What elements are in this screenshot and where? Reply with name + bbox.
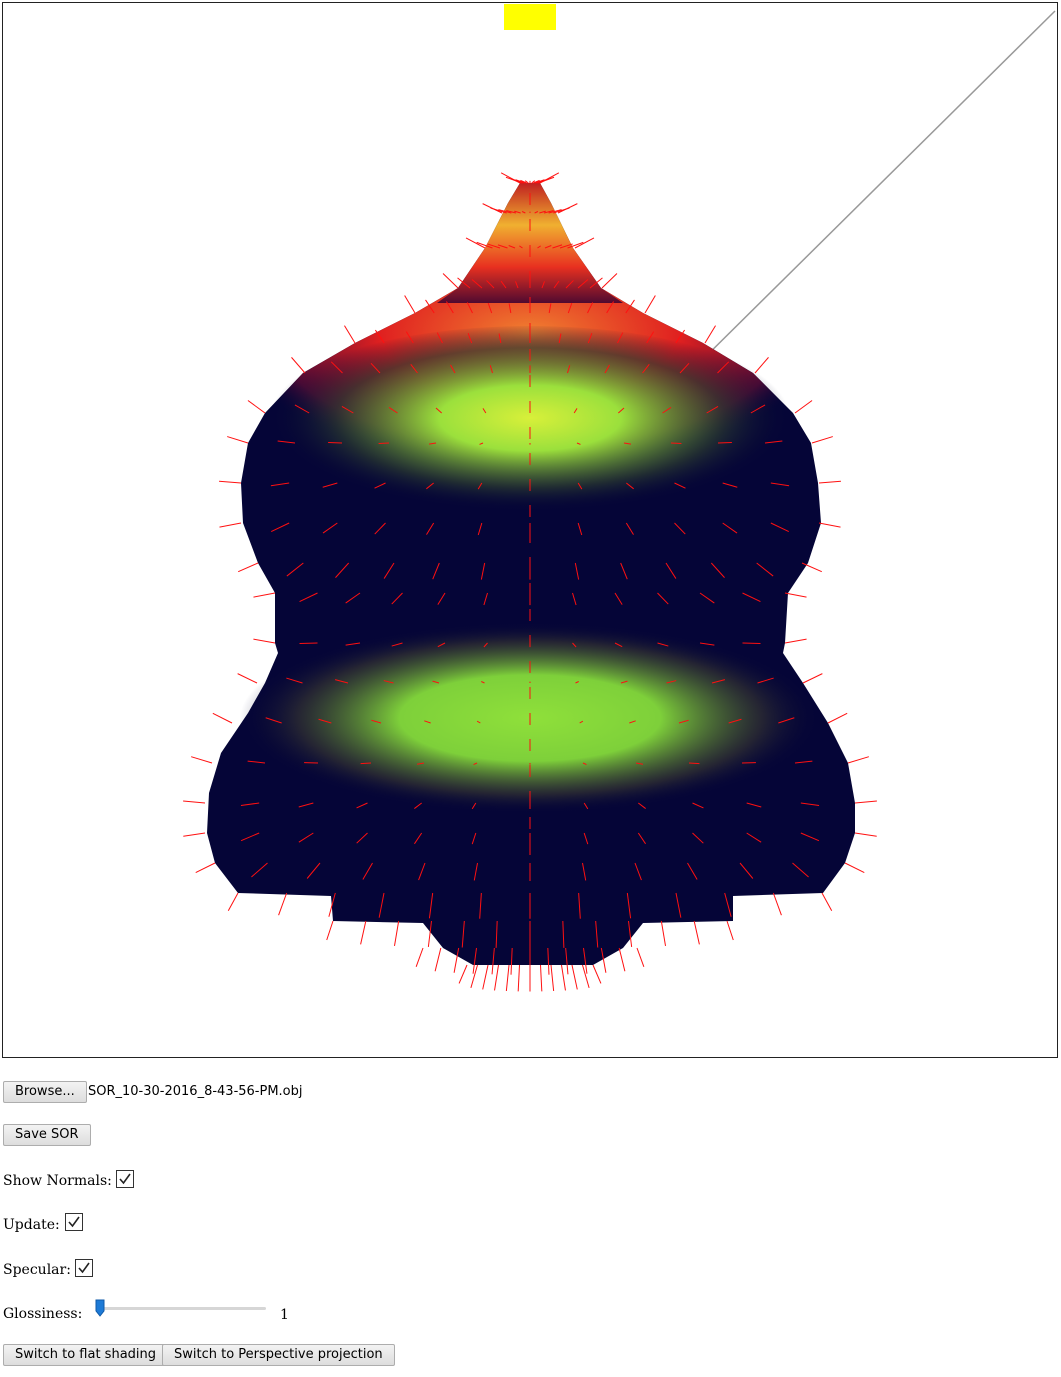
sor-render: [183, 4, 1056, 992]
spout-shading: [437, 183, 623, 303]
specular-label: Specular:: [3, 1262, 71, 1278]
specular-checkbox[interactable]: [75, 1259, 93, 1277]
checkmark-icon: [68, 1216, 80, 1228]
surface-normals: [183, 172, 877, 992]
browse-button[interactable]: Browse...: [3, 1081, 87, 1103]
glossiness-slider-track[interactable]: [96, 1307, 266, 1310]
glossiness-value: 1: [280, 1307, 289, 1323]
light-ray: [682, 10, 1056, 380]
save-sor-button[interactable]: Save SOR: [3, 1124, 91, 1146]
render-canvas[interactable]: [2, 2, 1058, 1058]
update-label: Update:: [3, 1217, 60, 1233]
glossiness-label: Glossiness:: [3, 1306, 83, 1322]
perspective-projection-button[interactable]: Switch to Perspective projection: [162, 1344, 395, 1366]
update-checkbox[interactable]: [65, 1213, 83, 1231]
flat-shading-button[interactable]: Switch to flat shading: [3, 1344, 169, 1366]
upper-highlight: [260, 326, 800, 516]
checkmark-icon: [78, 1262, 90, 1274]
show-normals-label: Show Normals:: [3, 1173, 112, 1189]
file-name: SOR_10-30-2016_8-43-56-PM.obj: [88, 1084, 303, 1099]
glossiness-slider-thumb[interactable]: [95, 1299, 105, 1317]
show-normals-checkbox[interactable]: [116, 1170, 134, 1188]
checkmark-icon: [119, 1173, 131, 1185]
light-marker: [504, 4, 556, 30]
